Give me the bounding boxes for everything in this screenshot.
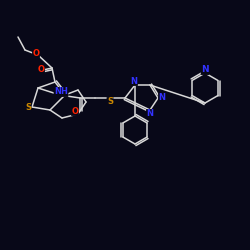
Text: NH: NH — [54, 88, 68, 96]
Text: S: S — [107, 98, 113, 106]
Text: N: N — [158, 94, 166, 102]
Text: O: O — [72, 106, 78, 116]
Text: N: N — [146, 110, 154, 118]
Text: O: O — [32, 48, 40, 58]
Text: S: S — [25, 102, 31, 112]
Text: N: N — [130, 76, 138, 86]
Text: N: N — [201, 66, 209, 74]
Text: O: O — [38, 66, 44, 74]
